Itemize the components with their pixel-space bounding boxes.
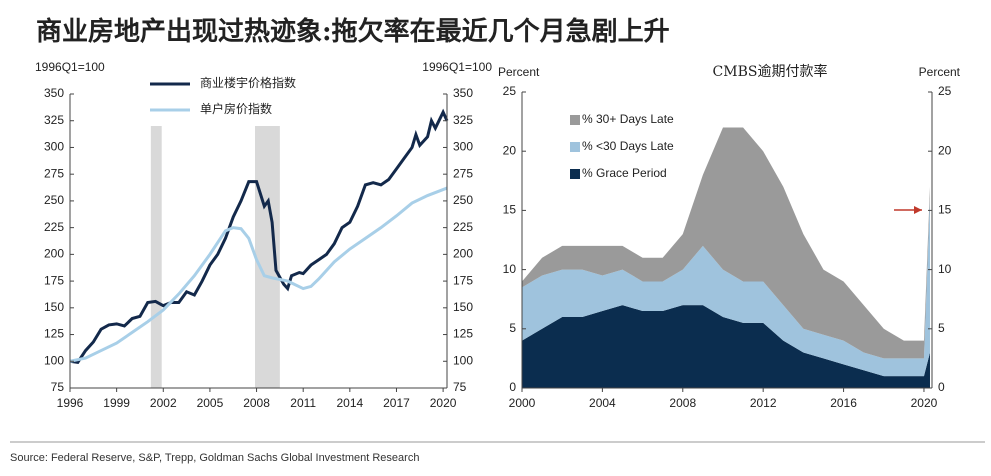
chart-title: CMBS逾期付款率 xyxy=(713,63,828,80)
y2-tick-label: 300 xyxy=(453,140,473,154)
area xyxy=(522,127,930,359)
y2-tick-label: 75 xyxy=(453,380,467,394)
y-tick-label: 275 xyxy=(44,166,64,180)
y2-tick-label: 275 xyxy=(453,166,473,180)
legend-swatch xyxy=(570,142,580,152)
y2-tick-label: 125 xyxy=(453,327,473,341)
annotation-arrowhead xyxy=(914,206,922,214)
x-tick-label: 1996 xyxy=(57,396,84,410)
y2-axis-label: 1996Q1=100 xyxy=(422,60,492,74)
area xyxy=(522,198,930,377)
legend-swatch xyxy=(570,169,580,179)
x-tick-label: 2004 xyxy=(589,396,616,410)
x-tick-label: 2020 xyxy=(430,396,457,410)
legend-label: 商业楼宇价格指数 xyxy=(200,75,296,90)
y-tick-label: 325 xyxy=(44,113,64,127)
y2-tick-label: 20 xyxy=(938,143,952,157)
y2-tick-label: 325 xyxy=(453,113,473,127)
y-tick-label: 100 xyxy=(44,353,64,367)
line xyxy=(69,108,449,364)
legend-label: 单户房价指数 xyxy=(200,101,272,116)
y-axis-label: Percent xyxy=(498,65,540,79)
x-tick-label: 2008 xyxy=(669,396,696,410)
y-tick-label: 150 xyxy=(44,300,64,314)
x-tick-label: 2020 xyxy=(911,396,938,410)
y2-tick-label: 250 xyxy=(453,193,473,207)
x-tick-label: 2014 xyxy=(336,396,363,410)
y-tick-label: 350 xyxy=(44,86,64,100)
area xyxy=(522,305,930,388)
y-tick-label: 5 xyxy=(509,321,516,335)
x-tick-label: 2008 xyxy=(243,396,270,410)
y-axis-label: 1996Q1=100 xyxy=(35,60,105,74)
x-tick-label: 2011 xyxy=(290,396,316,410)
y2-tick-label: 350 xyxy=(453,86,473,100)
y-tick-label: 0 xyxy=(509,380,516,394)
y-tick-label: 75 xyxy=(51,380,65,394)
line xyxy=(69,186,448,363)
y2-tick-label: 5 xyxy=(938,321,945,335)
y2-tick-label: 25 xyxy=(938,84,952,98)
shaded-band xyxy=(150,126,162,388)
y-tick-label: 250 xyxy=(44,193,64,207)
y2-tick-label: 100 xyxy=(453,353,473,367)
x-tick-label: 1999 xyxy=(103,396,130,410)
y-tick-label: 175 xyxy=(44,273,64,287)
x-tick-label: 2017 xyxy=(383,396,410,410)
y-tick-label: 200 xyxy=(44,247,64,261)
y-tick-label: 25 xyxy=(503,84,517,98)
x-tick-label: 2000 xyxy=(509,396,536,410)
legend-label: % Grace Period xyxy=(582,166,667,180)
legend-label: % <30 Days Late xyxy=(582,139,674,153)
y2-tick-label: 0 xyxy=(938,380,945,394)
source: Source: Federal Reserve, S&P, Trepp, Gol… xyxy=(10,452,419,464)
y-tick-label: 300 xyxy=(44,140,64,154)
y2-tick-label: 10 xyxy=(938,262,952,276)
y2-tick-label: 15 xyxy=(938,203,952,217)
legend-label: % 30+ Days Late xyxy=(582,112,674,126)
x-tick-label: 2002 xyxy=(150,396,177,410)
y2-tick-label: 225 xyxy=(453,220,473,234)
y2-tick-label: 175 xyxy=(453,273,473,287)
legend-swatch xyxy=(570,115,580,125)
page-title: 商业房地产出现过热迹象:拖欠率在最近几个月急剧上升 xyxy=(36,16,670,47)
y2-tick-label: 150 xyxy=(453,300,473,314)
y-tick-label: 20 xyxy=(503,143,517,157)
y-tick-label: 15 xyxy=(503,203,517,217)
y-tick-label: 10 xyxy=(503,262,517,276)
x-tick-label: 2016 xyxy=(830,396,857,410)
y-tick-label: 225 xyxy=(44,220,64,234)
y-tick-label: 125 xyxy=(44,327,64,341)
x-tick-label: 2005 xyxy=(197,396,224,410)
y2-axis-label: Percent xyxy=(919,65,961,79)
x-tick-label: 2012 xyxy=(750,396,777,410)
y2-tick-label: 200 xyxy=(453,247,473,261)
